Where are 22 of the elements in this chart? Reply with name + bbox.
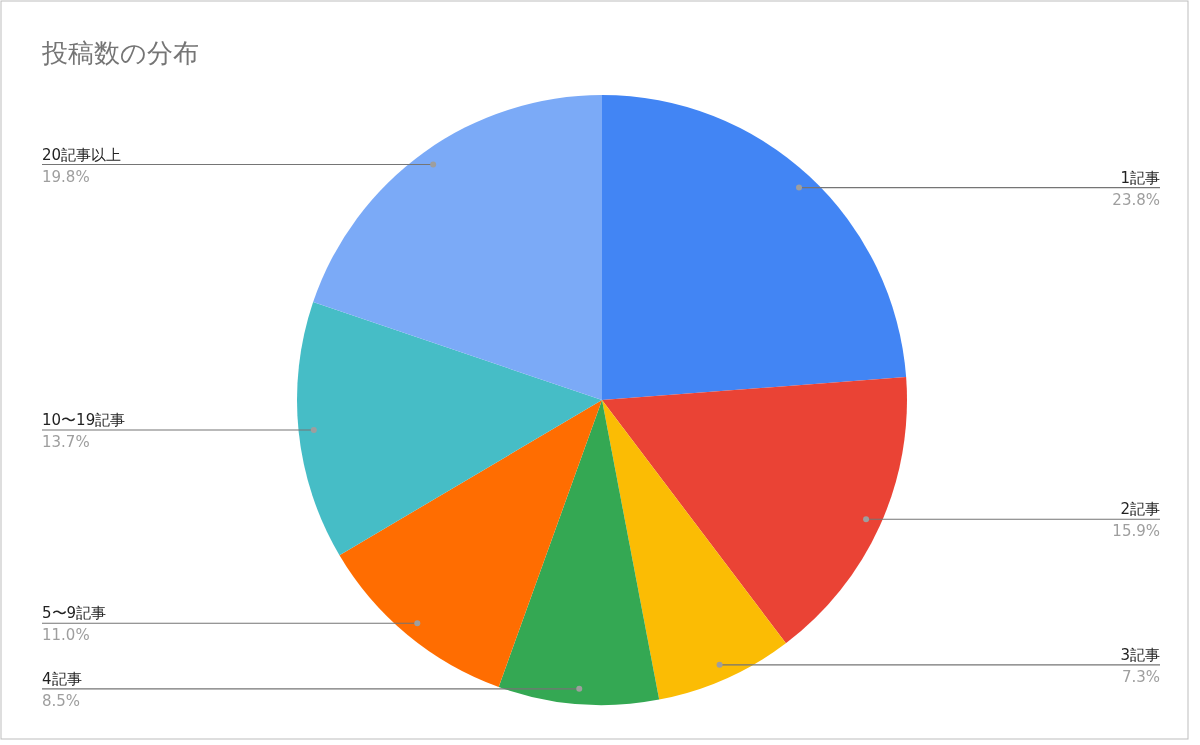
pie-slice — [313, 95, 602, 400]
pie-slice — [602, 400, 786, 700]
data-label: 15.9% — [1112, 522, 1160, 541]
slice-label: 10〜19記事 — [42, 410, 126, 429]
data-label: 7.3% — [1121, 667, 1160, 686]
slice-label: 3記事 — [1120, 645, 1160, 664]
slice-label: 20記事以上 — [42, 145, 122, 164]
data-label: 23.8% — [1112, 190, 1160, 209]
pie-slice — [498, 400, 660, 705]
slice-label: 5〜9記事 — [42, 604, 107, 623]
data-label: 8.5% — [42, 691, 81, 710]
chart-title: 投稿数の分布 — [41, 38, 199, 68]
data-label: 19.8% — [42, 167, 90, 186]
slice-label: 4記事 — [42, 669, 82, 688]
pie-slice — [602, 377, 907, 644]
data-label: 11.0% — [42, 626, 90, 645]
pie-slice — [339, 400, 602, 687]
data-label: 13.7% — [42, 432, 90, 451]
slice-label: 1記事 — [1120, 168, 1160, 187]
slice-label: 2記事 — [1120, 500, 1160, 519]
pie-slice — [297, 302, 602, 556]
pie-slice — [602, 95, 907, 400]
